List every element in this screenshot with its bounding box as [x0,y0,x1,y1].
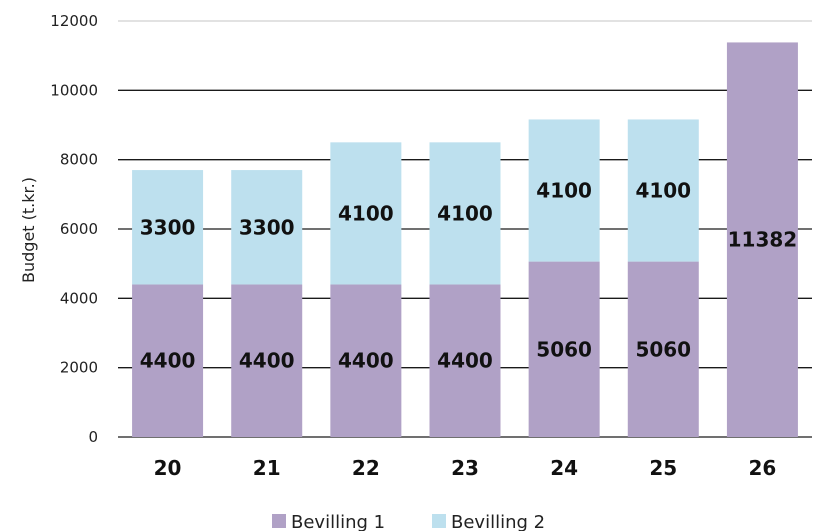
bar-bevilling-1-23 [429,284,501,437]
data-label: 4100 [437,201,493,225]
data-labels: 4400 3300 4400 3300 4400 4100 4400 4100 5060 4100… [140,179,797,373]
data-label: 4100 [635,179,691,203]
data-label: 3300 [140,215,196,239]
bar-bevilling-2-21 [231,170,303,285]
data-label: 11382 [728,228,798,252]
y-tick-label: 0 [88,428,98,446]
data-label: 4400 [239,349,295,373]
x-tick-label: 24 [550,456,578,480]
bars [132,42,798,437]
y-tick-label: 4000 [60,289,98,307]
bar-bevilling-2-24 [528,119,600,262]
x-axis-ticks: 20 21 22 23 24 25 26 [154,456,777,480]
data-label: 5060 [635,337,691,361]
legend-label: Bevilling 1 [291,512,385,531]
bar-bevilling-1-20 [132,284,204,437]
y-tick-label: 6000 [60,220,98,238]
bar-bevilling-1-26 [726,42,798,437]
legend-swatch [272,514,286,528]
y-axis-ticks: 0 2000 4000 6000 8000 10000 12000 [50,12,98,446]
x-tick-label: 20 [154,456,182,480]
y-tick-label: 10000 [50,81,98,99]
legend: Bevilling 1 Bevilling 2 [272,512,545,531]
y-tick-label: 12000 [50,12,98,30]
bar-bevilling-2-25 [627,119,699,262]
y-axis-label: Budget (t.kr.) [19,177,38,283]
y-tick-label: 2000 [60,359,98,377]
data-label: 4400 [437,349,493,373]
bar-bevilling-1-21 [231,284,303,437]
data-label: 4400 [140,349,196,373]
legend-swatch [432,514,446,528]
x-tick-label: 22 [352,456,380,480]
bar-bevilling-1-22 [330,284,402,437]
x-tick-label: 23 [451,456,479,480]
bar-bevilling-1-25 [627,261,699,437]
bar-bevilling-2-20 [132,170,204,285]
data-label: 4400 [338,349,394,373]
x-tick-label: 25 [649,456,677,480]
data-label: 3300 [239,215,295,239]
y-tick-label: 8000 [60,151,98,169]
data-label: 4100 [338,201,394,225]
data-label: 4100 [536,179,592,203]
data-label: 5060 [536,337,592,361]
bar-bevilling-2-23 [429,142,501,285]
x-tick-label: 21 [253,456,281,480]
x-tick-label: 26 [749,456,777,480]
legend-label: Bevilling 2 [451,512,545,531]
bar-bevilling-1-24 [528,261,600,437]
bar-bevilling-2-22 [330,142,402,285]
